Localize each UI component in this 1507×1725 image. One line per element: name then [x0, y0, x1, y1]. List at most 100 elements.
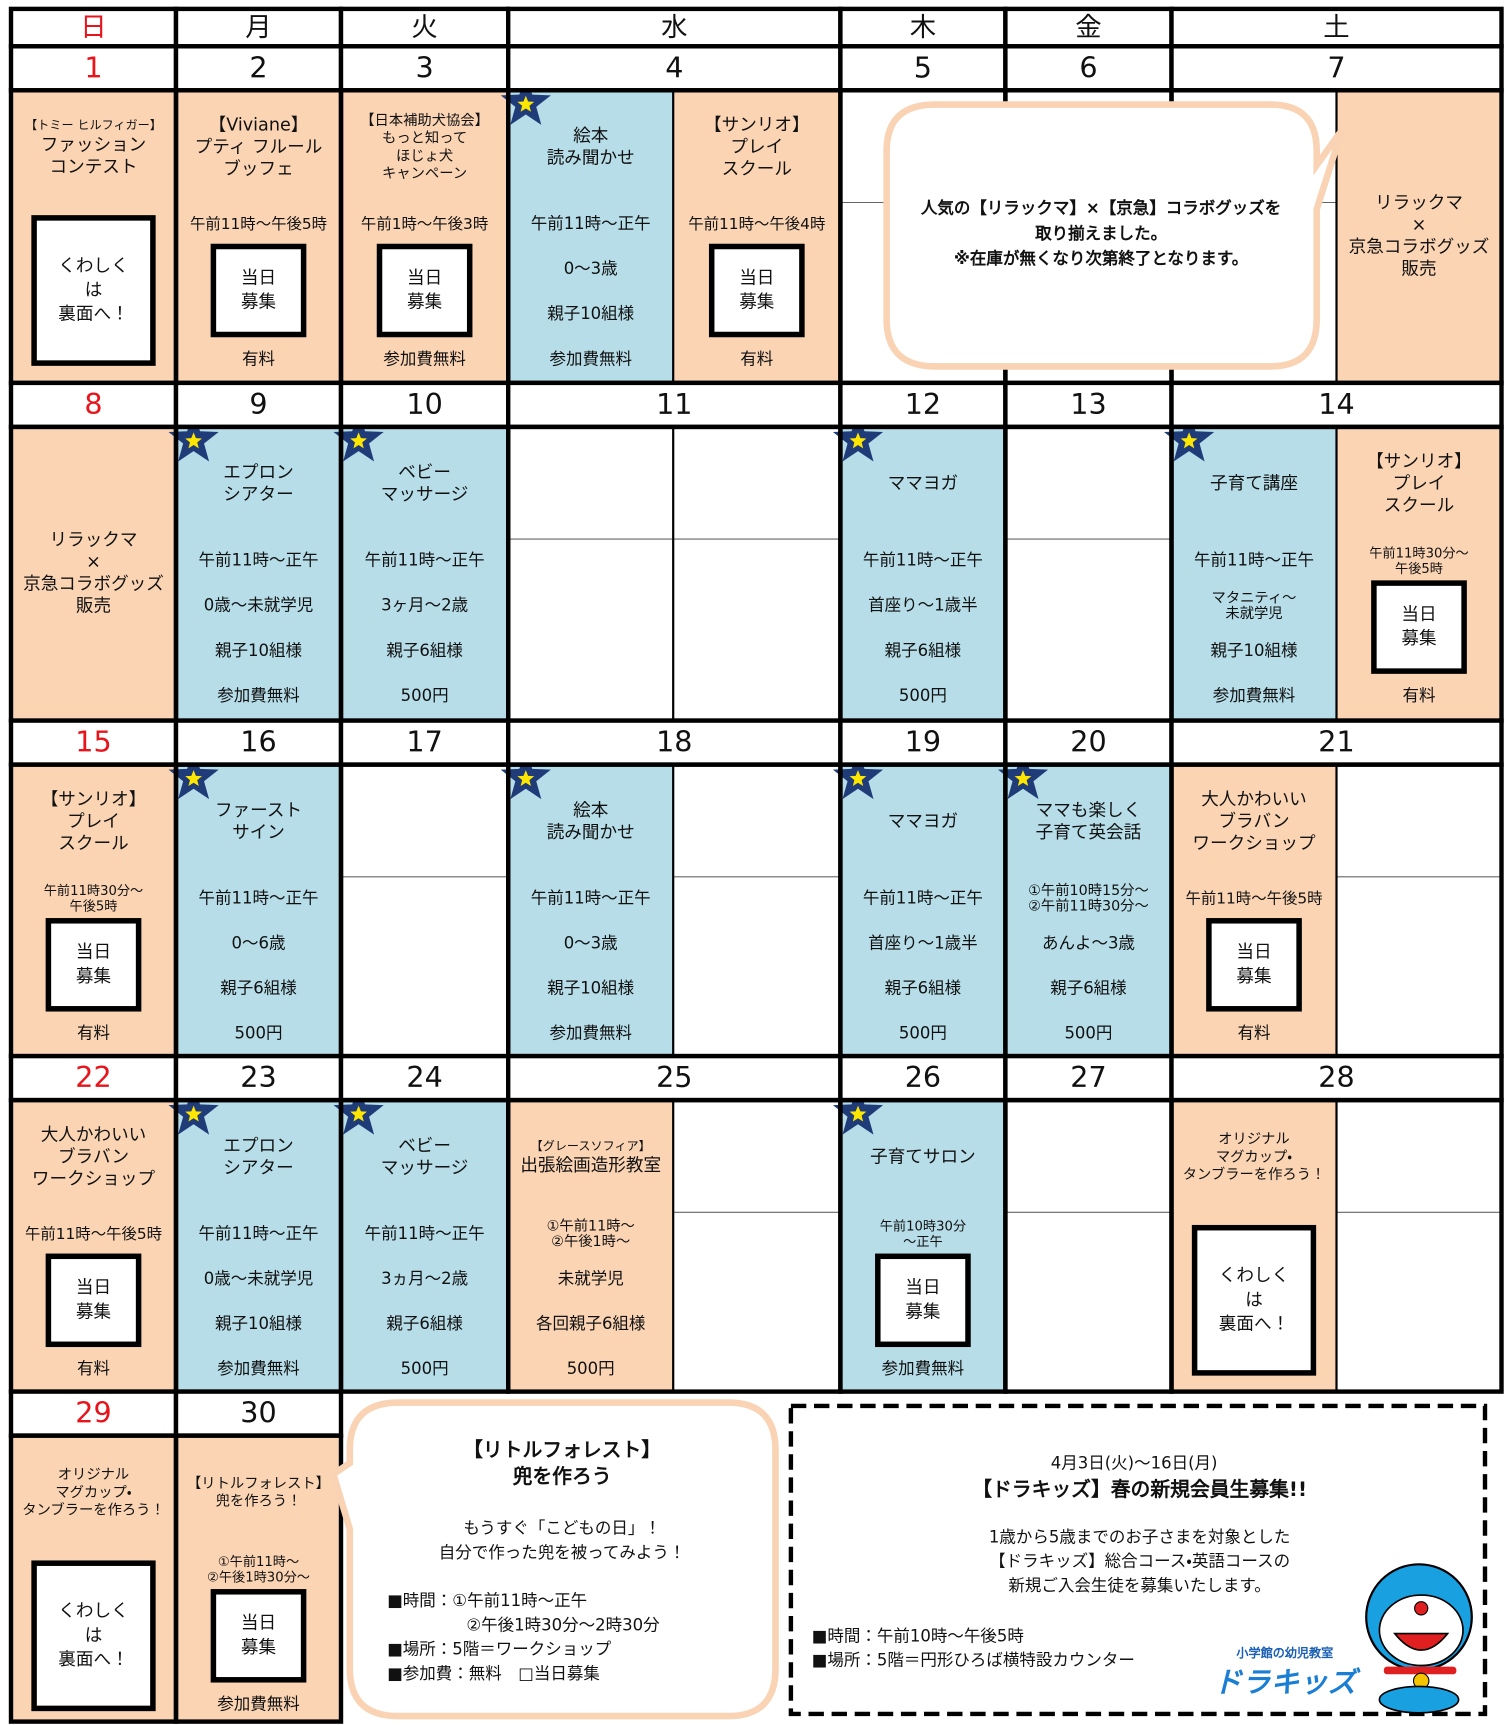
event-title: プレイ: [1393, 474, 1446, 494]
event-title: 読み聞かせ: [547, 823, 635, 843]
event-detail: 午前10時30分: [880, 1218, 966, 1235]
event-title: 大人かわいい: [41, 1125, 147, 1145]
event-title: ベビー: [398, 1136, 451, 1156]
day-header: 月: [245, 12, 271, 43]
cell: [673, 426, 841, 721]
event-detail: 3ヶ月～2歳: [381, 596, 468, 615]
event-title: スクール: [1384, 496, 1454, 516]
event-title: 【サンリオ】: [1366, 452, 1472, 472]
event-title: リラックマ: [50, 531, 138, 551]
notice-box-text: 当日: [905, 1278, 940, 1298]
event-title: オリジナル: [1218, 1132, 1289, 1148]
event-title: ブラバン: [58, 1146, 129, 1167]
event-detail: 500円: [234, 1024, 282, 1043]
event-title: マグカップ・: [1216, 1148, 1292, 1165]
notice-text: 人気の【リラックマ】×【京急】コラボグッズを: [920, 198, 1281, 218]
event-title: もっと知って: [382, 130, 467, 147]
star-center: [849, 432, 867, 449]
cell: [508, 1100, 674, 1392]
date: 6: [1079, 50, 1097, 84]
forest-title: 【リトルフォレスト】: [463, 1439, 661, 1462]
event-detail: 親子6組様: [885, 979, 962, 998]
date: 26: [905, 1060, 941, 1094]
date: 14: [1318, 387, 1354, 421]
forest-info: ■場所：5階＝ワークショップ: [387, 1640, 612, 1659]
event-detail: 0～3歳: [564, 259, 618, 278]
event-title: タンブラーを作ろう！: [22, 1500, 165, 1518]
event-detail: 500円: [1064, 1024, 1112, 1043]
event-title: ×: [86, 553, 101, 573]
notice-box-text: 募集: [1236, 967, 1272, 987]
notice-box: [45, 918, 142, 1012]
event-detail: ②午前11時30分～: [1028, 898, 1149, 915]
event-detail: ①午前11時～: [547, 1218, 635, 1235]
event-detail: 親子10組様: [215, 641, 302, 660]
event-title: シアター: [223, 485, 293, 505]
day-header: 水: [661, 12, 687, 43]
notice-box-text: くわしく: [1219, 1266, 1289, 1286]
event-detail: 午前11時～正午: [365, 551, 485, 570]
notice-box-text: 裏面へ！: [58, 1650, 128, 1670]
event-detail: 500円: [567, 1359, 615, 1378]
event-detail: 午前1時～午後3時: [361, 215, 488, 233]
star-center: [350, 1105, 367, 1122]
event-title: シアター: [223, 1158, 293, 1178]
forest-text: 自分で作った兜を被ってみよう！: [439, 1543, 686, 1562]
notice-box-text: 裏面へ！: [1219, 1315, 1289, 1335]
event-title: タンブラーを作ろう！: [1183, 1165, 1326, 1183]
date: 24: [406, 1060, 442, 1094]
event-title: オリジナル: [58, 1467, 129, 1483]
star-center: [185, 432, 202, 449]
notice-box: [376, 243, 473, 338]
cell: [1171, 426, 1337, 721]
notice-box: [1206, 918, 1302, 1012]
event-title: ママも楽しく: [1036, 801, 1142, 821]
dorakids-text: 【ドラキッズ】総合コース・英語コースの: [989, 1552, 1290, 1571]
notice-box-text: 裏面へ！: [58, 305, 128, 325]
event-title: ワークショップ: [32, 1169, 156, 1189]
date-cell: [1169, 1053, 1504, 1103]
date: 16: [240, 725, 276, 759]
notice-box-text: くわしく: [58, 1602, 128, 1622]
event-title: ブラバン: [1218, 811, 1289, 832]
event-detail: 午前11時～午後5時: [1185, 889, 1322, 907]
day-header: 日: [80, 12, 106, 43]
event-detail: 午前11時～正午: [199, 888, 319, 907]
event-detail: ②午後1時～: [551, 1233, 630, 1250]
event-detail: 500円: [899, 1024, 947, 1043]
event-title: 出張絵画造形教室: [520, 1156, 661, 1176]
event-title: プレイ: [730, 138, 783, 158]
mascot-collar: [1383, 1666, 1457, 1675]
event-title: 【サンリオ】: [41, 790, 147, 810]
event-detail: 午前11時～午後5時: [25, 1225, 162, 1243]
event-title: プティ フルール: [195, 138, 323, 158]
cell: [341, 1100, 509, 1392]
date: 8: [84, 387, 102, 421]
event-detail: 500円: [401, 686, 449, 705]
event-title: リラックマ: [1375, 194, 1463, 214]
event-detail: 参加費無料: [217, 686, 300, 705]
event-title: 【サンリオ】: [704, 116, 810, 136]
day-header: 土: [1323, 12, 1349, 43]
cell: [1336, 90, 1502, 383]
event-title: マッサージ: [381, 1158, 469, 1178]
event-detail: 参加費無料: [882, 1359, 965, 1378]
date: 28: [1318, 1060, 1354, 1094]
notice-box-text: くわしく: [58, 256, 128, 276]
event-title: ワークショップ: [1192, 834, 1316, 854]
cell: [673, 1100, 841, 1392]
cell: [176, 426, 341, 721]
notice-box-text: 募集: [739, 293, 775, 313]
event-detail: 午前11時～正午: [863, 888, 983, 907]
star-center: [1014, 770, 1032, 787]
cell: [1005, 426, 1172, 721]
event-title: 絵本: [573, 801, 609, 821]
date: 11: [656, 387, 692, 421]
notice-box-text: は: [1245, 1290, 1263, 1310]
event-detail: マタニティ～: [1212, 590, 1297, 607]
cell: [508, 90, 674, 383]
event-detail: 有料: [77, 1024, 110, 1043]
event-detail: 午前11時30分～: [1369, 544, 1469, 561]
